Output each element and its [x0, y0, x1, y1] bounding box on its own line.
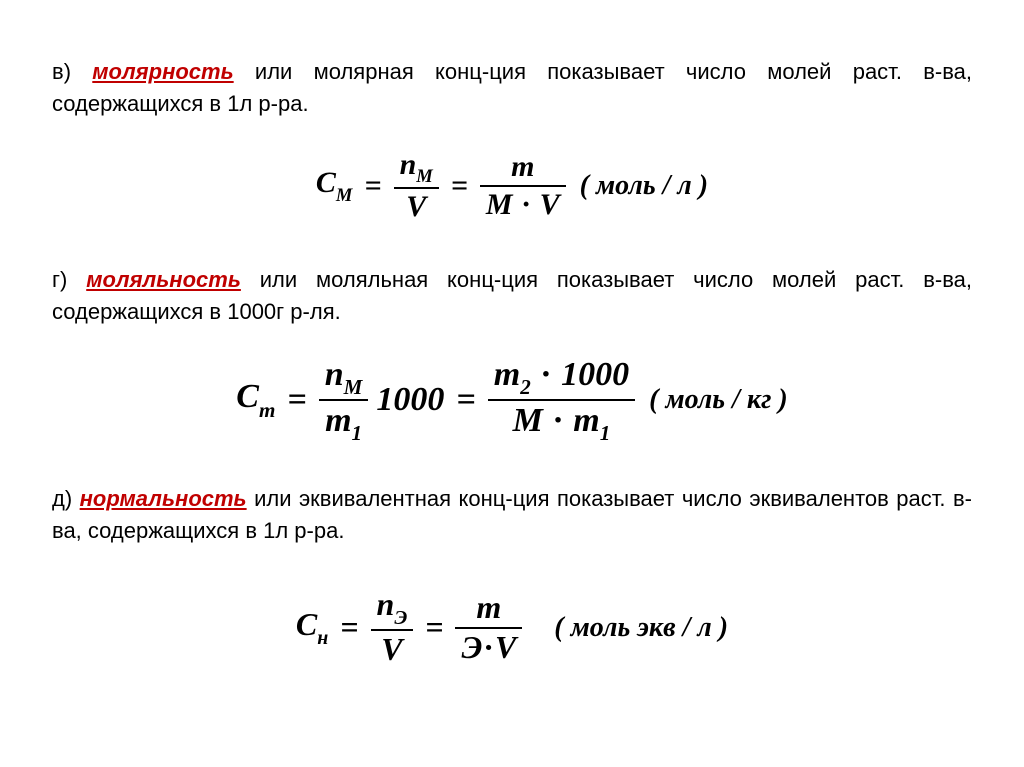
- mult-1000: 1000: [376, 381, 444, 419]
- equals-m1: =: [283, 381, 310, 419]
- lhs-n: Cн: [296, 606, 328, 648]
- m1-num-sub: М: [344, 375, 363, 399]
- frac-n2-num: m: [470, 590, 507, 626]
- lhs-m: Cm: [236, 378, 275, 421]
- frac1-den: V: [400, 190, 432, 224]
- lhs-base: C: [316, 166, 336, 199]
- m2-num-b: 1000: [561, 356, 629, 393]
- n1-num-sub: Э: [394, 607, 407, 629]
- m2-num-a-base: m: [494, 356, 520, 393]
- formula-molality-block: Cm = nМ m1 1000 = m2 · 1000 M · m1 ( мол…: [52, 356, 972, 444]
- frac-m2-den: M · m1: [507, 402, 617, 444]
- frac-n2-den: Э·V: [455, 630, 522, 666]
- m1-den-sub: 1: [352, 421, 363, 445]
- equals-n1: =: [336, 609, 362, 646]
- prefix-g: г): [52, 267, 86, 292]
- frac-m2-num: m2 · 1000: [488, 356, 635, 398]
- m2-den-b-base: m: [573, 402, 599, 439]
- unit-molality: ( моль / кг ): [643, 384, 788, 416]
- paragraph-normality: д) нормальность или эквивалентная конц-ц…: [52, 483, 972, 547]
- paragraph-molarity: в) молярность или молярная конц-ция пока…: [52, 56, 972, 120]
- formula-molarity-block: CМ = nМ V = m M · V ( моль / л ): [52, 148, 972, 224]
- equals1: =: [360, 169, 385, 203]
- frac-n1-num: nЭ: [371, 587, 414, 628]
- frac1: nМ V: [394, 148, 439, 224]
- lhs: CМ: [316, 166, 353, 205]
- frac-n1: nЭ V: [371, 587, 414, 668]
- m2-den-b-sub: 1: [600, 421, 611, 445]
- formula-molarity: CМ = nМ V = m M · V ( моль / л ): [316, 148, 708, 224]
- n2-den-a: Э: [461, 629, 482, 665]
- m1-num-base: n: [325, 356, 344, 393]
- term-normality: нормальность: [80, 486, 247, 511]
- lhs-m-sub: m: [259, 398, 275, 422]
- formula-normality-block: Cн = nЭ V = m Э·V ( моль экв / л ): [52, 587, 972, 668]
- term-molarity: молярность: [92, 59, 233, 84]
- m2-num-a-sub: 2: [520, 375, 531, 399]
- prefix-v: в): [52, 59, 92, 84]
- m2-den-a: M: [513, 402, 543, 439]
- f1-num-base: n: [400, 148, 417, 181]
- m1-den-base: m: [325, 402, 351, 439]
- n2-den-b: V: [495, 629, 516, 665]
- paragraph-molality: г) моляльность или моляльная конц-ция по…: [52, 264, 972, 328]
- frac-m1: nМ m1: [319, 356, 369, 444]
- frac-m1-num: nМ: [319, 356, 369, 398]
- formula-normality: Cн = nЭ V = m Э·V ( моль экв / л ): [296, 587, 728, 668]
- frac2-num: m: [505, 150, 540, 184]
- lhs-n-sub: н: [317, 627, 328, 649]
- equals-n2: =: [421, 609, 447, 646]
- frac2: m M · V: [480, 150, 566, 221]
- unit-normality: ( моль экв / л ): [530, 612, 728, 644]
- frac2-den: M · V: [480, 188, 566, 222]
- term-molality: моляльность: [86, 267, 241, 292]
- frac-m2: m2 · 1000 M · m1: [488, 356, 635, 444]
- f2-den-a: M: [486, 188, 513, 221]
- formula-molality: Cm = nМ m1 1000 = m2 · 1000 M · m1 ( мол…: [236, 356, 787, 444]
- frac-m1-den: m1: [319, 402, 368, 444]
- lhs-m-base: C: [236, 378, 259, 415]
- unit-molarity: ( моль / л ): [574, 170, 708, 202]
- frac-n1-den: V: [375, 632, 408, 668]
- page: в) молярность или молярная конц-ция пока…: [0, 0, 1024, 668]
- prefix-d: д): [52, 486, 80, 511]
- n1-num-base: n: [377, 586, 395, 622]
- equals2: =: [447, 169, 472, 203]
- frac-n2: m Э·V: [455, 590, 522, 665]
- f1-num-sub: М: [416, 166, 433, 187]
- f2-den-b: V: [540, 188, 560, 221]
- frac1-num: nМ: [394, 148, 439, 187]
- lhs-sub: М: [336, 185, 353, 206]
- lhs-n-base: C: [296, 606, 317, 642]
- equals-m2: =: [452, 381, 479, 419]
